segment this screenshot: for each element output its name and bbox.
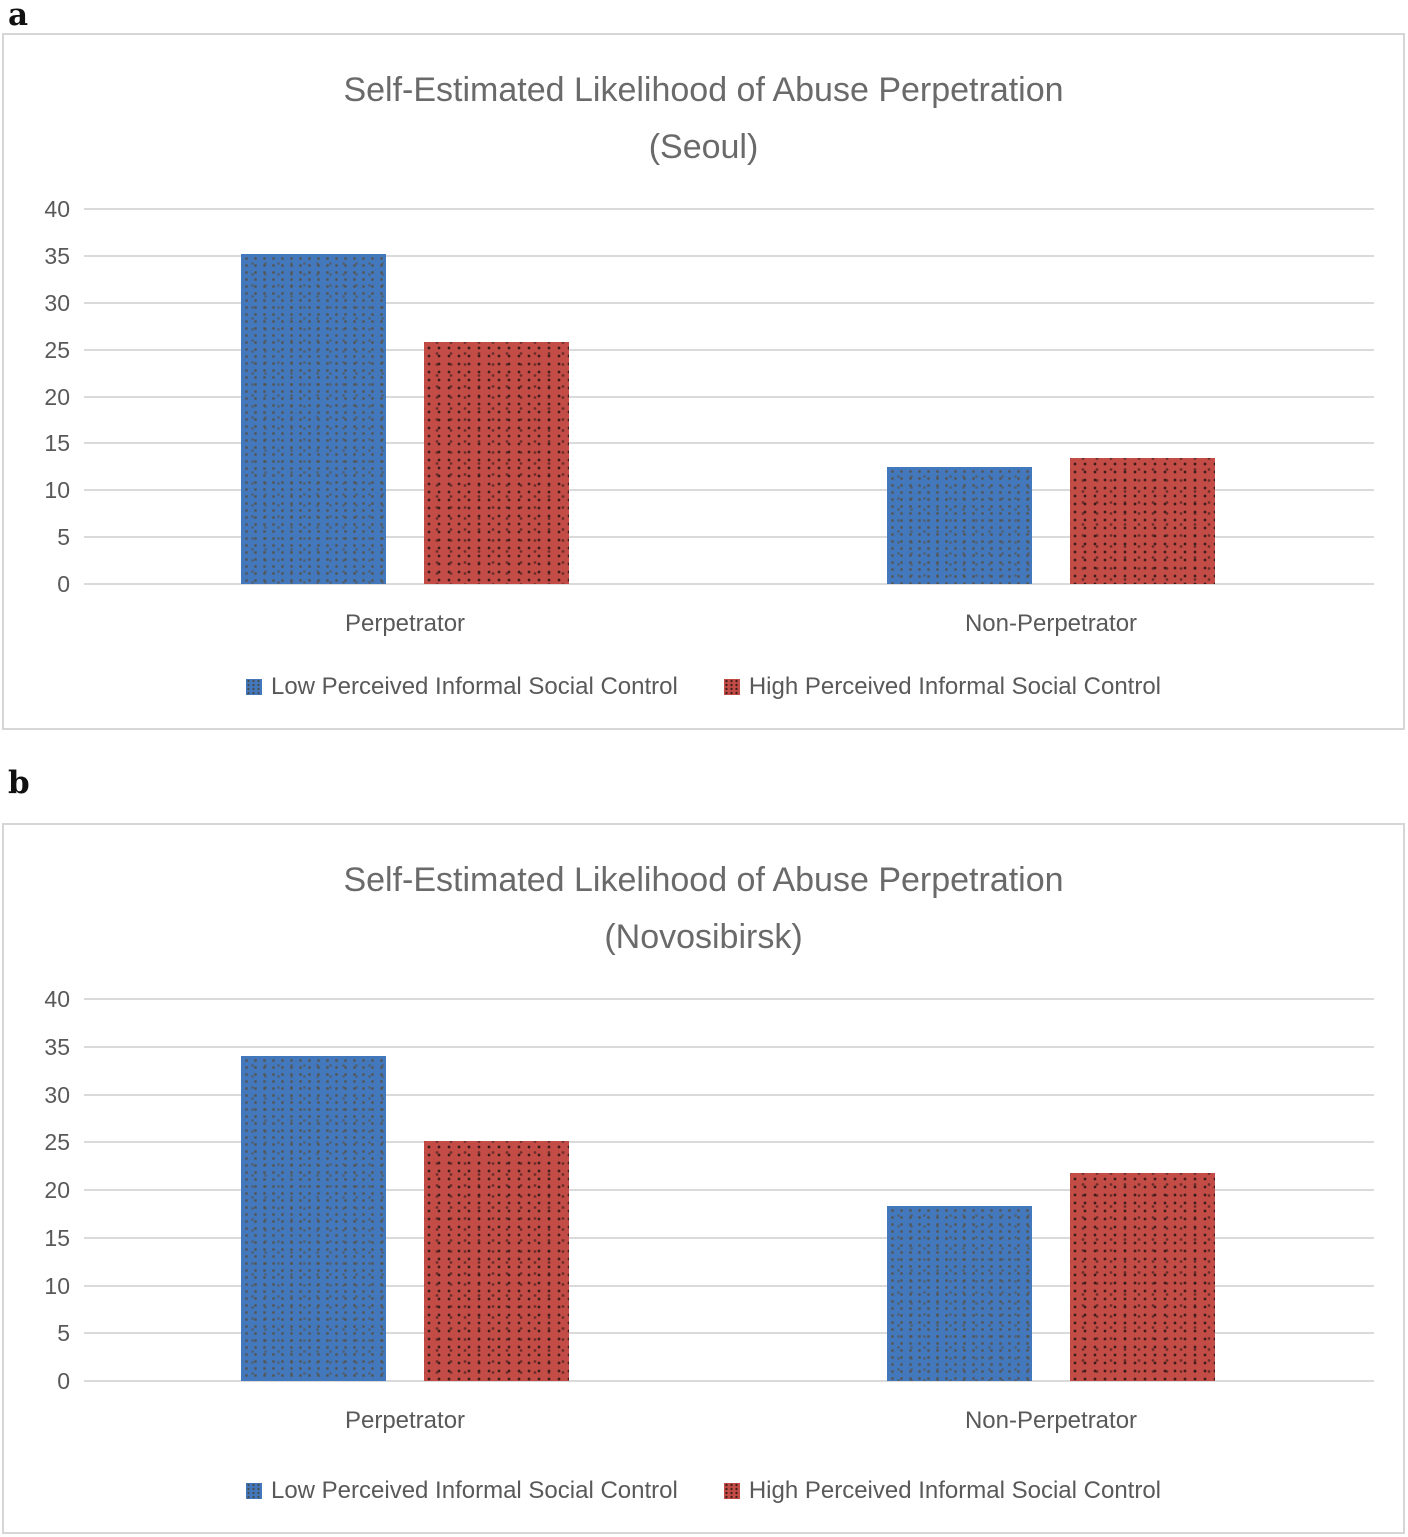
bar-high-perpetrator [424, 342, 569, 584]
legend-item-high: High Perceived Informal Social Control [723, 1476, 1162, 1506]
gridline [84, 1380, 1374, 1382]
y-axis-tick-label: 20 [44, 383, 70, 410]
gridline [84, 1332, 1374, 1335]
legend-label-low: Low Perceived Informal Social Control [270, 1477, 678, 1504]
y-axis-tick-label: 15 [44, 1224, 70, 1251]
legend-seoul: Low Perceived Informal Social Control Hi… [4, 672, 1403, 702]
gridline [84, 442, 1374, 445]
y-axis-tick-label: 5 [57, 1320, 70, 1347]
bar-high-non-perpetrator [1070, 458, 1215, 584]
chart-title-line1: Self-Estimated Likelihood of Abuse Perpe… [343, 71, 1064, 109]
chart-title-line2: (Novosibirsk) [604, 918, 803, 956]
y-axis-tick-label: 30 [44, 1081, 70, 1108]
chart-title-line1: Self-Estimated Likelihood of Abuse Perpe… [343, 861, 1064, 899]
gridline [84, 348, 1374, 351]
legend-swatch-high-icon [723, 1483, 740, 1499]
y-axis-tick-label: 25 [44, 1129, 70, 1156]
chart-panel-novosibirsk: Self-Estimated Likelihood of Abuse Perpe… [2, 823, 1405, 1534]
chart-title-novosibirsk: Self-Estimated Likelihood of Abuse Perpe… [4, 852, 1403, 966]
y-axis-tick-label: 30 [44, 289, 70, 316]
legend-label-high: High Perceived Informal Social Control [748, 673, 1162, 700]
y-axis-tick-label: 0 [57, 1368, 70, 1394]
bar-high-perpetrator [424, 1141, 569, 1381]
bar-low-non-perpetrator [887, 1206, 1032, 1381]
gridline [84, 583, 1374, 585]
y-axis-tick-label: 10 [44, 477, 70, 504]
gridline [84, 1236, 1374, 1239]
y-axis-tick-label: 20 [44, 1177, 70, 1203]
bar-high-non-perpetrator [1070, 1172, 1215, 1381]
legend-novosibirsk: Low Perceived Informal Social Control Hi… [4, 1476, 1403, 1506]
gridline [84, 1093, 1374, 1096]
bar-low-perpetrator [241, 254, 386, 584]
plot-area-seoul: 0 5 10 15 20 25 30 35 40 Perpetrator Non-Perpetrat… [44, 196, 1374, 637]
legend-swatch-low-icon [245, 679, 262, 695]
y-axis-tick-label: 15 [44, 430, 70, 457]
y-axis-tick-label: 0 [57, 571, 70, 597]
legend-swatch-low-icon [245, 1483, 262, 1499]
category-label: Perpetrator [344, 1407, 466, 1434]
panel-b-label: b [8, 765, 30, 801]
category-label: Non-Perpetrator [964, 1407, 1138, 1434]
chart-title-line2: (Seoul) [648, 128, 759, 166]
y-axis-tick-label: 40 [44, 196, 70, 222]
plot-area-novosibirsk: 0 5 10 15 20 25 30 35 40 Perpetrator Non-Perpetrat… [44, 986, 1374, 1434]
chart-title-seoul: Self-Estimated Likelihood of Abuse Perpe… [4, 62, 1403, 176]
gridline [84, 1189, 1374, 1191]
y-axis-tick-label: 25 [44, 336, 70, 363]
y-axis-tick-label: 10 [44, 1272, 70, 1299]
gridline [84, 395, 1374, 398]
legend-item-low: Low Perceived Informal Social Control [245, 672, 678, 702]
y-axis-tick-label: 35 [44, 242, 70, 269]
gridline [84, 301, 1374, 304]
gridline [84, 1284, 1374, 1287]
gridline [84, 536, 1374, 539]
gridline [84, 1045, 1374, 1048]
category-label: Non-Perpetrator [964, 610, 1138, 637]
bar-low-non-perpetrator [887, 466, 1032, 584]
category-label: Perpetrator [344, 610, 466, 637]
legend-swatch-high-icon [723, 679, 740, 695]
y-axis-tick-label: 40 [44, 986, 70, 1012]
gridline [84, 998, 1374, 1000]
panel-a-label: a [8, 0, 29, 33]
bar-low-perpetrator [241, 1056, 386, 1381]
legend-label-high: High Perceived Informal Social Control [748, 1477, 1162, 1504]
legend-item-low: Low Perceived Informal Social Control [245, 1476, 678, 1506]
legend-label-low: Low Perceived Informal Social Control [270, 673, 678, 700]
y-axis-tick-label: 5 [57, 524, 70, 551]
gridline [84, 254, 1374, 257]
gridline [84, 1141, 1374, 1144]
chart-panel-seoul: Self-Estimated Likelihood of Abuse Perpe… [2, 33, 1405, 730]
gridline [84, 489, 1374, 492]
y-axis-tick-label: 35 [44, 1033, 70, 1060]
gridline [84, 208, 1374, 210]
legend-item-high: High Perceived Informal Social Control [723, 672, 1162, 702]
